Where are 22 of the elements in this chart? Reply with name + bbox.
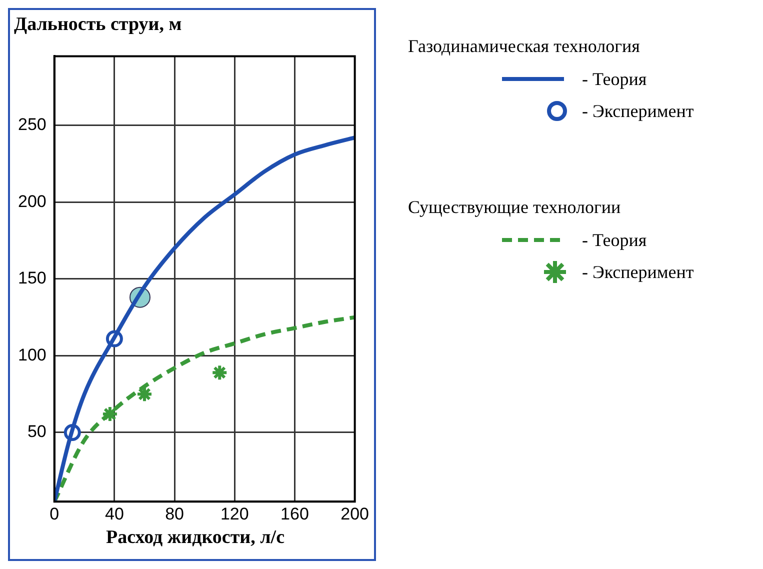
y-tick-label: 50 xyxy=(27,422,46,442)
y-axis-title: Дальность струи, м xyxy=(14,14,182,36)
y-tick-label: 150 xyxy=(18,268,46,288)
point xyxy=(136,386,153,403)
y-tick-label: 200 xyxy=(18,192,46,211)
x-axis-title: Расход жидкости, л/с xyxy=(106,527,284,549)
legend-label: - Теория xyxy=(582,68,647,90)
legend-label: - Эксперимент xyxy=(582,262,694,282)
x-tick-label: 120 xyxy=(220,504,249,524)
x-tick-label: 200 xyxy=(340,504,370,524)
text: Существующие технологии xyxy=(408,197,622,218)
y-tick-label: 250 xyxy=(18,115,46,134)
x-tick-label: 40 xyxy=(104,504,124,524)
point xyxy=(211,364,228,382)
x-tick-label: 0 xyxy=(50,504,60,524)
text: Газодинамическая технология xyxy=(408,36,641,57)
x-tick-label: 160 xyxy=(280,504,309,524)
point xyxy=(101,406,118,423)
legend-label: - Теория xyxy=(582,230,647,250)
y-tick-label: 100 xyxy=(18,345,46,364)
x-tick-label: 80 xyxy=(165,504,184,524)
legend-label: - Эксперимент xyxy=(582,100,694,122)
